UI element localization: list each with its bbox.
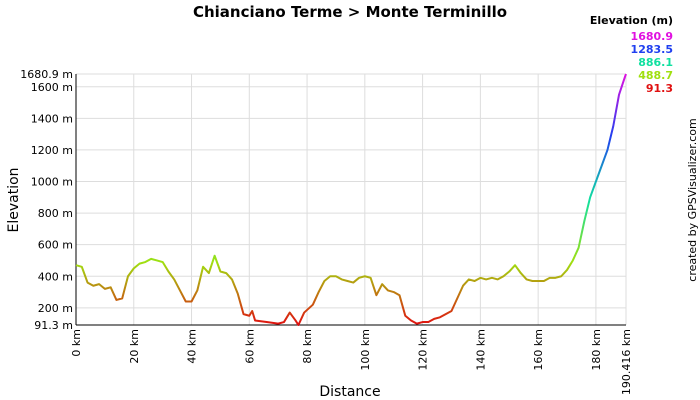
x-tick-label: 80 km	[301, 329, 314, 364]
x-tick-label: 180 km	[590, 329, 603, 371]
x-tick-label: 40 km	[186, 329, 199, 364]
y-tick-label: 1680.9 m	[20, 68, 73, 81]
x-tick-label: 0 km	[70, 329, 83, 357]
x-tick-label: 100 km	[359, 329, 372, 371]
legend-value: 91.3	[646, 82, 673, 95]
credit: created by GPSVisualizer.com	[686, 118, 699, 281]
x-axis-title: Distance	[319, 384, 380, 400]
y-tick-label: 200 m	[38, 302, 73, 315]
y-tick-label: 1000 m	[31, 176, 73, 189]
legend-value: 1680.9	[631, 30, 673, 43]
legend-title: Elevation (m)	[590, 14, 673, 27]
y-axis-title: Elevation	[6, 167, 22, 232]
y-tick-label: 91.3 m	[34, 319, 73, 332]
chart-title: Chianciano Terme > Monte Terminillo	[193, 3, 507, 21]
elevation-line	[75, 73, 627, 326]
y-tick-label: 1200 m	[31, 144, 73, 157]
y-tick-label: 400 m	[38, 270, 73, 283]
legend-value: 1283.5	[631, 43, 673, 56]
x-tick-label: 120 km	[417, 329, 430, 371]
y-tick-label: 600 m	[38, 239, 73, 252]
y-tick-label: 1600 m	[31, 81, 73, 94]
y-tick-label: 1400 m	[31, 112, 73, 125]
x-tick-label: 140 km	[474, 329, 487, 371]
x-tick-label: 20 km	[128, 329, 141, 364]
y-tick-label: 800 m	[38, 207, 73, 220]
x-tick-label: 60 km	[243, 329, 256, 364]
x-tick-label: 160 km	[532, 329, 545, 371]
legend-value: 886.1	[638, 56, 673, 69]
x-tick-label: 190.416 km	[620, 329, 633, 395]
legend-value: 488.7	[638, 69, 673, 82]
